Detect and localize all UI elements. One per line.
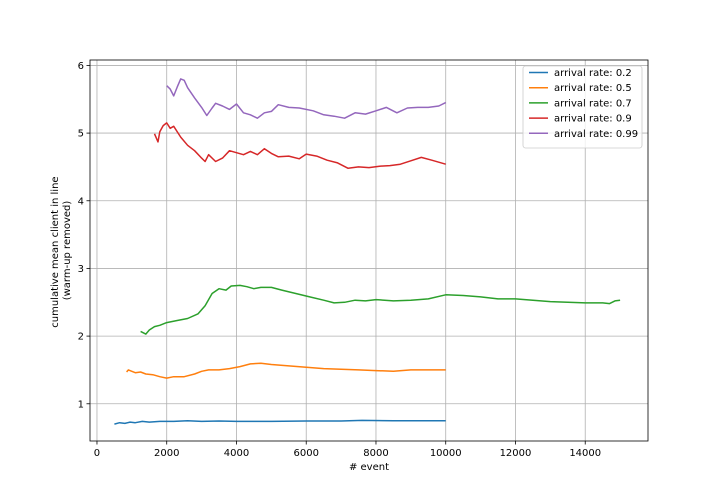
- y-axis-ticks: 1 2 3 4 5 6: [78, 61, 90, 410]
- series-lines: [114, 78, 621, 425]
- series-line-3: [153, 122, 446, 170]
- x-axis-label: # event: [349, 462, 389, 473]
- legend-box: [522, 65, 643, 149]
- legend-label-1: arrival rate: 0.5: [554, 83, 632, 94]
- series-line-0: [114, 419, 446, 425]
- x-tick-label: 8000: [363, 448, 388, 459]
- y-tick-label: 2: [78, 332, 84, 343]
- legend: arrival rate: 0.2 arrival rate: 0.5 arriva…: [522, 65, 643, 149]
- x-tick-label: 10000: [430, 448, 462, 459]
- x-tick-label: 0: [94, 448, 100, 459]
- y-tick-label: 6: [78, 61, 84, 72]
- y-tick-label: 3: [78, 264, 84, 275]
- legend-label-3: arrival rate: 0.9: [554, 114, 632, 125]
- y-axis-label-line-2: (warm-up removed): [62, 201, 73, 301]
- y-tick-label: 4: [78, 196, 84, 207]
- legend-label-2: arrival rate: 0.7: [554, 98, 632, 109]
- x-tick-label: 6000: [293, 448, 318, 459]
- x-axis-ticks: 0 2000 4000 6000 8000 10000 12000 14000: [94, 441, 601, 459]
- x-tick-label: 4000: [224, 448, 249, 459]
- plot-frame: [89, 59, 649, 442]
- series-line-1: [126, 362, 446, 379]
- y-tick-label: 5: [78, 129, 84, 140]
- y-tick-label: 1: [78, 399, 84, 410]
- legend-label-0: arrival rate: 0.2: [554, 68, 632, 79]
- x-tick-label: 14000: [569, 448, 601, 459]
- x-tick-label: 2000: [154, 448, 179, 459]
- series-line-2: [140, 284, 621, 335]
- x-tick-label: 12000: [500, 448, 532, 459]
- y-axis-label-line-1: cumulative mean client in line: [50, 176, 61, 327]
- y-axis-label: cumulative mean client in line (warm-up …: [50, 173, 73, 327]
- legend-label-4: arrival rate: 0.99: [554, 129, 638, 140]
- series-line-4: [166, 78, 447, 119]
